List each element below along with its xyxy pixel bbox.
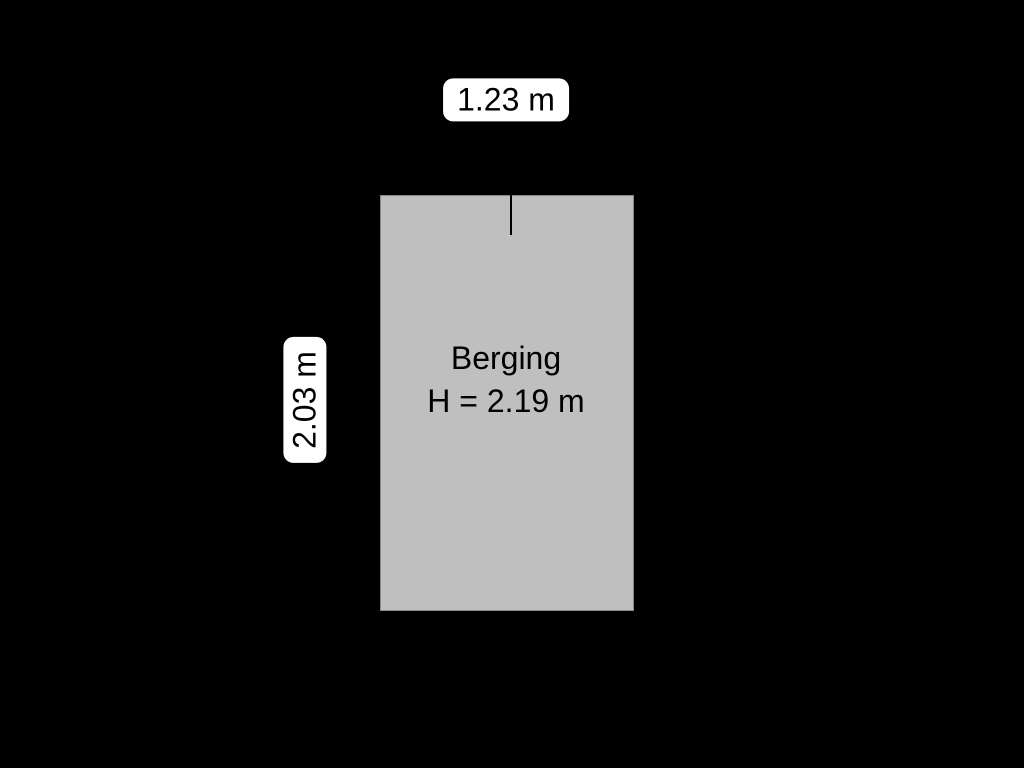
room-label: Berging H = 2.19 m [427, 337, 584, 423]
floor-plan-canvas: 1.23 m 2.03 m Berging H = 2.19 m [0, 0, 1024, 768]
door-center-tick [510, 165, 512, 235]
dimension-width-label: 1.23 m [443, 78, 569, 121]
dimension-depth-label: 2.03 m [283, 337, 326, 463]
room-name-text: Berging [451, 340, 561, 376]
door-threshold [403, 165, 607, 195]
room-height-text: H = 2.19 m [427, 383, 584, 419]
